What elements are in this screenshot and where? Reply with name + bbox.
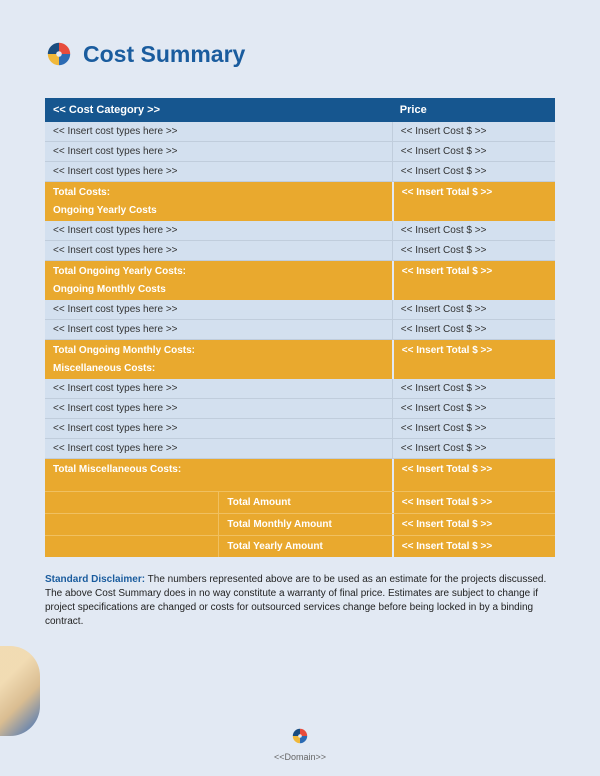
summary-row: Total Amount << Insert Total $ >>	[45, 491, 555, 513]
cost-value-cell: << Insert Cost $ >>	[392, 300, 555, 319]
table-row: << Insert cost types here >> << Insert C…	[45, 379, 555, 399]
summary-row: Total Yearly Amount << Insert Total $ >>	[45, 535, 555, 557]
summary-label: Total Amount	[218, 492, 391, 513]
section-total-row: Total Ongoing Yearly Costs: << Insert To…	[45, 261, 555, 282]
section-heading-row: Ongoing Monthly Costs	[45, 282, 555, 300]
section-heading: Ongoing Yearly Costs	[45, 203, 392, 221]
page-header: Cost Summary	[45, 40, 555, 68]
footer-logo-icon	[291, 727, 309, 745]
table-row: << Insert cost types here >> << Insert C…	[45, 162, 555, 182]
total-value: << Insert Total $ >>	[392, 261, 555, 282]
page-title: Cost Summary	[83, 41, 245, 68]
column-header-price: Price	[392, 98, 555, 122]
column-header-category: << Cost Category >>	[45, 98, 392, 122]
total-value: << Insert Total $ >>	[392, 340, 555, 361]
section-total-row: Total Miscellaneous Costs: << Insert Tot…	[45, 459, 555, 491]
table-row: << Insert cost types here >> << Insert C…	[45, 320, 555, 340]
cost-type-cell: << Insert cost types here >>	[45, 379, 392, 398]
page: Cost Summary << Cost Category >> Price <…	[0, 0, 600, 776]
logo-icon	[45, 40, 73, 68]
disclaimer-title: Standard Disclaimer:	[45, 574, 145, 585]
cost-type-cell: << Insert cost types here >>	[45, 439, 392, 458]
total-label: Total Ongoing Yearly Costs:	[45, 261, 392, 282]
cost-value-cell: << Insert Cost $ >>	[392, 162, 555, 181]
total-label: Total Ongoing Monthly Costs:	[45, 340, 392, 361]
table-row: << Insert cost types here >> << Insert C…	[45, 241, 555, 261]
cost-value-cell: << Insert Cost $ >>	[392, 122, 555, 141]
table-row: << Insert cost types here >> << Insert C…	[45, 439, 555, 459]
section-heading: Miscellaneous Costs:	[45, 361, 392, 379]
cost-value-cell: << Insert Cost $ >>	[392, 221, 555, 240]
disclaimer: Standard Disclaimer: The numbers represe…	[45, 573, 555, 629]
table-row: << Insert cost types here >> << Insert C…	[45, 419, 555, 439]
summary-label: Total Monthly Amount	[218, 514, 391, 535]
cost-table: << Cost Category >> Price << Insert cost…	[45, 98, 555, 557]
table-row: << Insert cost types here >> << Insert C…	[45, 300, 555, 320]
cost-type-cell: << Insert cost types here >>	[45, 122, 392, 141]
cost-type-cell: << Insert cost types here >>	[45, 419, 392, 438]
cost-value-cell: << Insert Cost $ >>	[392, 419, 555, 438]
cost-type-cell: << Insert cost types here >>	[45, 221, 392, 240]
cost-value-cell: << Insert Cost $ >>	[392, 399, 555, 418]
section-heading-row: Ongoing Yearly Costs	[45, 203, 555, 221]
total-label: Total Miscellaneous Costs:	[45, 459, 392, 491]
cost-value-cell: << Insert Cost $ >>	[392, 142, 555, 161]
decorative-corner-image	[0, 646, 40, 736]
cost-value-cell: << Insert Cost $ >>	[392, 379, 555, 398]
section-heading-row: Miscellaneous Costs:	[45, 361, 555, 379]
section-total-row: Total Ongoing Monthly Costs: << Insert T…	[45, 340, 555, 361]
cost-value-cell: << Insert Cost $ >>	[392, 241, 555, 260]
cost-type-cell: << Insert cost types here >>	[45, 399, 392, 418]
summary-value: << Insert Total $ >>	[392, 536, 555, 557]
table-header-row: << Cost Category >> Price	[45, 98, 555, 122]
footer-text: <<Domain>>	[0, 752, 600, 762]
table-row: << Insert cost types here >> << Insert C…	[45, 399, 555, 419]
summary-value: << Insert Total $ >>	[392, 514, 555, 535]
cost-type-cell: << Insert cost types here >>	[45, 300, 392, 319]
table-row: << Insert cost types here >> << Insert C…	[45, 221, 555, 241]
summary-row: Total Monthly Amount << Insert Total $ >…	[45, 513, 555, 535]
total-label: Total Costs:	[45, 182, 392, 203]
total-value: << Insert Total $ >>	[392, 182, 555, 203]
summary-label: Total Yearly Amount	[218, 536, 391, 557]
cost-value-cell: << Insert Cost $ >>	[392, 320, 555, 339]
cost-type-cell: << Insert cost types here >>	[45, 241, 392, 260]
page-footer: <<Domain>>	[0, 727, 600, 762]
total-value: << Insert Total $ >>	[392, 459, 555, 491]
table-row: << Insert cost types here >> << Insert C…	[45, 122, 555, 142]
cost-value-cell: << Insert Cost $ >>	[392, 439, 555, 458]
summary-value: << Insert Total $ >>	[392, 492, 555, 513]
section-total-row: Total Costs: << Insert Total $ >>	[45, 182, 555, 203]
cost-type-cell: << Insert cost types here >>	[45, 142, 392, 161]
table-row: << Insert cost types here >> << Insert C…	[45, 142, 555, 162]
cost-type-cell: << Insert cost types here >>	[45, 162, 392, 181]
cost-type-cell: << Insert cost types here >>	[45, 320, 392, 339]
section-heading: Ongoing Monthly Costs	[45, 282, 392, 300]
